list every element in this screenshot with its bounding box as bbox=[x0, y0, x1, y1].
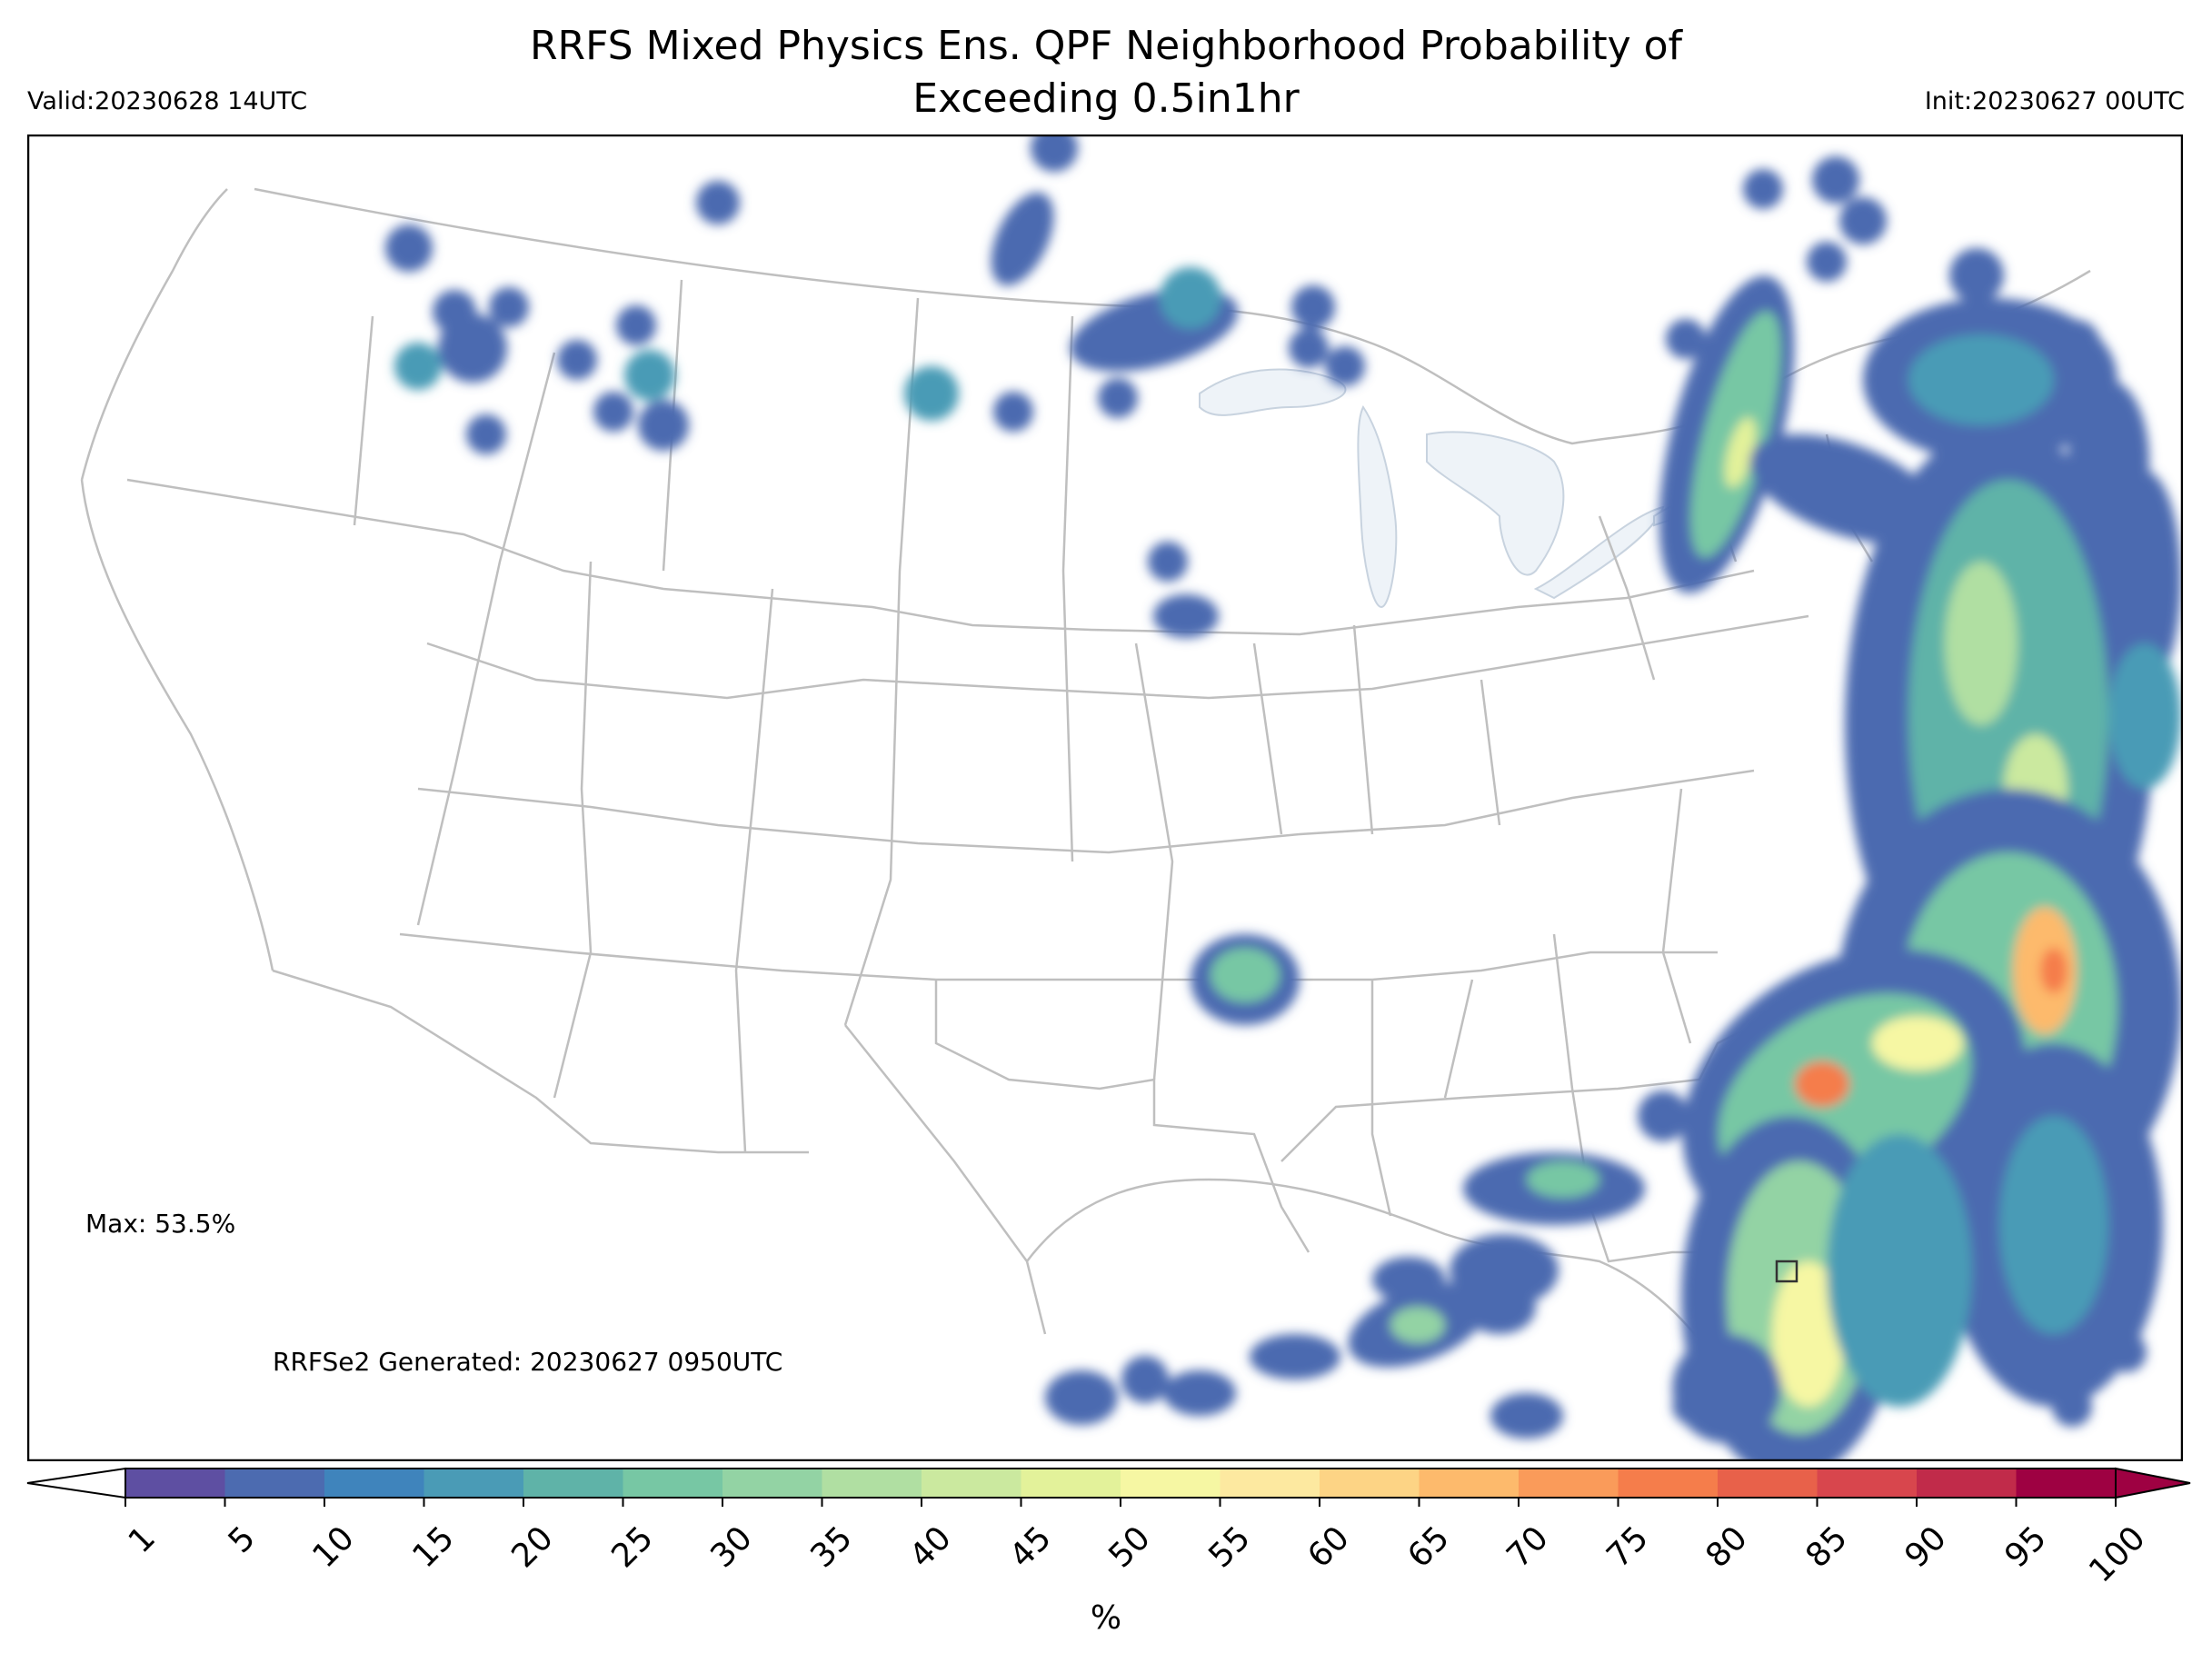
colorbar-under-arrow bbox=[26, 1467, 126, 1499]
north-plains-cells bbox=[904, 134, 1365, 1025]
title-line-1: RRFS Mixed Physics Ens. QPF Neighborhood… bbox=[529, 23, 1683, 69]
max-location-marker bbox=[1775, 1260, 1798, 1283]
colorbar-tick-label: 50 bbox=[1101, 1519, 1158, 1576]
title-line-2: Exceeding 0.5in1hr bbox=[912, 75, 1300, 122]
colorbar-tick-label: 55 bbox=[1201, 1519, 1258, 1576]
colorbar-tick-label: 30 bbox=[703, 1519, 760, 1576]
colorbar-swatch bbox=[2016, 1469, 2117, 1498]
map-title: RRFS Mixed Physics Ens. QPF Neighborhood… bbox=[0, 20, 2212, 125]
init-time-label: Init:20230627 00UTC bbox=[1924, 87, 2185, 115]
colorbar-swatch bbox=[1917, 1469, 2017, 1498]
colorbar-tick-label: 75 bbox=[1599, 1519, 1656, 1576]
colorbar-swatch bbox=[125, 1469, 225, 1498]
colorbar-swatch bbox=[324, 1469, 424, 1498]
map-frame bbox=[27, 134, 2183, 1461]
colorbar-tick-label: 45 bbox=[1002, 1519, 1059, 1576]
colorbar-swatch bbox=[423, 1469, 524, 1498]
colorbar-tick-label: 90 bbox=[1898, 1519, 1954, 1576]
colorbar-tick-label: 95 bbox=[1998, 1519, 2054, 1576]
colorbar-swatch bbox=[1320, 1469, 1420, 1498]
max-value-label: Max: 53.5% bbox=[85, 1209, 236, 1239]
generated-label: RRFSe2 Generated: 20230627 0950UTC bbox=[273, 1347, 783, 1377]
colorbar-swatch bbox=[1718, 1469, 1818, 1498]
colorbar-tick-label: 85 bbox=[1798, 1519, 1855, 1576]
colorbar bbox=[26, 1467, 2191, 1507]
colorbar-tick-label: 1 bbox=[121, 1519, 163, 1561]
colorbar-swatch bbox=[224, 1469, 325, 1498]
colorbar-tick-label: 100 bbox=[2082, 1519, 2153, 1590]
colorbar-tick-label: 60 bbox=[1300, 1519, 1357, 1576]
colorbar-unit-label: % bbox=[1090, 1599, 1122, 1637]
colorbar-swatch bbox=[722, 1469, 822, 1498]
colorbar-swatch bbox=[1817, 1469, 1918, 1498]
colorbar-swatch bbox=[822, 1469, 922, 1498]
colorbar-tick-label: 40 bbox=[902, 1519, 959, 1576]
nw-cells bbox=[385, 181, 740, 454]
colorbar-swatch bbox=[922, 1469, 1021, 1498]
colorbar-tick-label: 70 bbox=[1500, 1519, 1556, 1576]
probability-field bbox=[385, 134, 2181, 1461]
probability-map bbox=[27, 134, 2183, 1461]
colorbar-tick-label: 80 bbox=[1699, 1519, 1755, 1576]
colorbar-tick-label: 65 bbox=[1400, 1519, 1457, 1576]
colorbar-tick-label: 20 bbox=[504, 1519, 561, 1576]
southeast-band bbox=[1672, 949, 2026, 1461]
colorbar-swatch bbox=[1021, 1469, 1121, 1498]
colorbar-swatch bbox=[1419, 1469, 1520, 1498]
colorbar-swatch bbox=[1519, 1469, 1619, 1498]
colorbar-swatch bbox=[1220, 1469, 1320, 1498]
colorbar-tick-label: 25 bbox=[604, 1519, 661, 1576]
colorbar-swatch bbox=[1121, 1469, 1221, 1498]
colorbar-swatch bbox=[1618, 1469, 1719, 1498]
colorbar-tick-label: 5 bbox=[221, 1519, 263, 1561]
colorbar-swatch bbox=[623, 1469, 723, 1498]
colorbar-tick-label: 15 bbox=[405, 1519, 462, 1576]
colorbar-over-arrow bbox=[2115, 1467, 2191, 1499]
colorbar-tick-label: 35 bbox=[803, 1519, 860, 1576]
gulf-cells bbox=[1045, 1090, 1745, 1439]
colorbar-tick-label: 10 bbox=[305, 1519, 362, 1576]
valid-time-label: Valid:20230628 14UTC bbox=[27, 87, 308, 115]
colorbar-swatch bbox=[523, 1469, 623, 1498]
